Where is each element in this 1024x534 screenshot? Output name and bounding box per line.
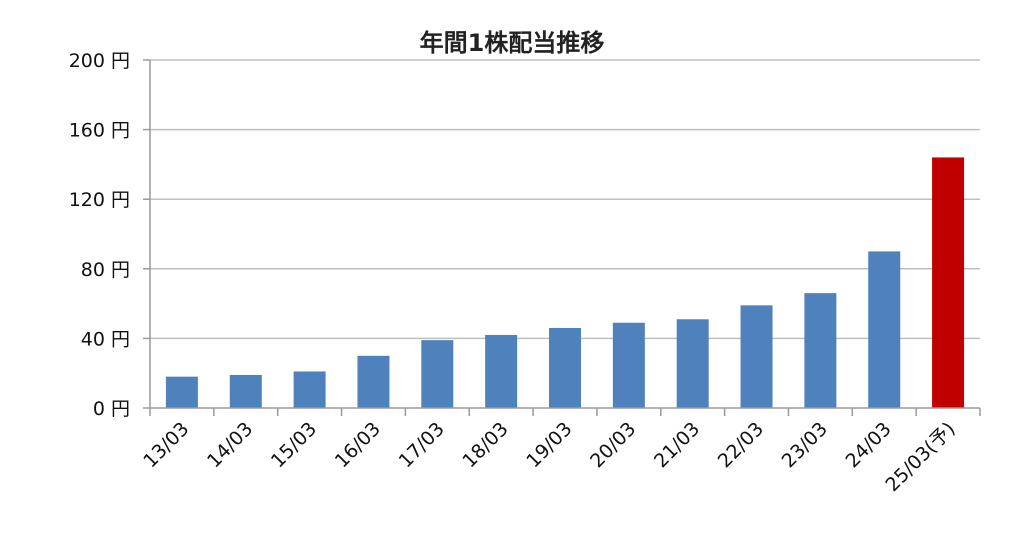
y-tick-label: 80 円 — [81, 259, 130, 281]
bar — [485, 334, 518, 408]
chart-title: 年間1株配当推移 — [419, 29, 605, 57]
x-tick-label: 16/03 — [331, 418, 385, 472]
gridlines — [150, 59, 980, 340]
y-tick-label: 160 円 — [69, 120, 130, 142]
bar — [740, 305, 773, 408]
bars — [165, 157, 965, 408]
y-tick-label: 40 円 — [81, 328, 130, 350]
bar — [293, 371, 326, 408]
x-tick-label: 25/03(予) — [881, 418, 959, 496]
y-tick-label: 120 円 — [69, 189, 130, 211]
x-tick-label: 21/03 — [650, 418, 704, 472]
bar — [357, 355, 390, 408]
x-tick-label: 24/03 — [841, 418, 895, 472]
bar — [612, 322, 645, 408]
bar — [549, 327, 581, 408]
bar — [804, 293, 837, 408]
x-tick-label: 14/03 — [203, 418, 257, 472]
x-tick-label: 19/03 — [522, 418, 576, 472]
y-tick-label: 200 円 — [69, 50, 130, 72]
x-tick-label: 20/03 — [586, 418, 640, 472]
y-tick-label: 0 円 — [93, 398, 130, 420]
x-tick-label: 23/03 — [778, 418, 832, 472]
x-tick-label: 22/03 — [714, 418, 768, 472]
x-tick-label: 15/03 — [267, 418, 321, 472]
x-tick-label: 17/03 — [395, 418, 449, 472]
bar — [868, 251, 901, 408]
x-tick-label: 13/03 — [139, 418, 193, 472]
axes — [143, 59, 981, 416]
x-tick-labels: 13/03 14/03 15/03 16/03 17/03 18/03 19/03 20/03… — [139, 418, 959, 496]
bar — [165, 376, 198, 408]
y-tick-labels: 0 円 40 円 80 円 120 円 160 円 200 円 — [69, 50, 130, 420]
bar-forecast — [932, 157, 965, 408]
x-tick-label: 18/03 — [458, 418, 512, 472]
bar — [676, 319, 709, 408]
bar — [229, 374, 262, 408]
bar — [421, 340, 454, 408]
